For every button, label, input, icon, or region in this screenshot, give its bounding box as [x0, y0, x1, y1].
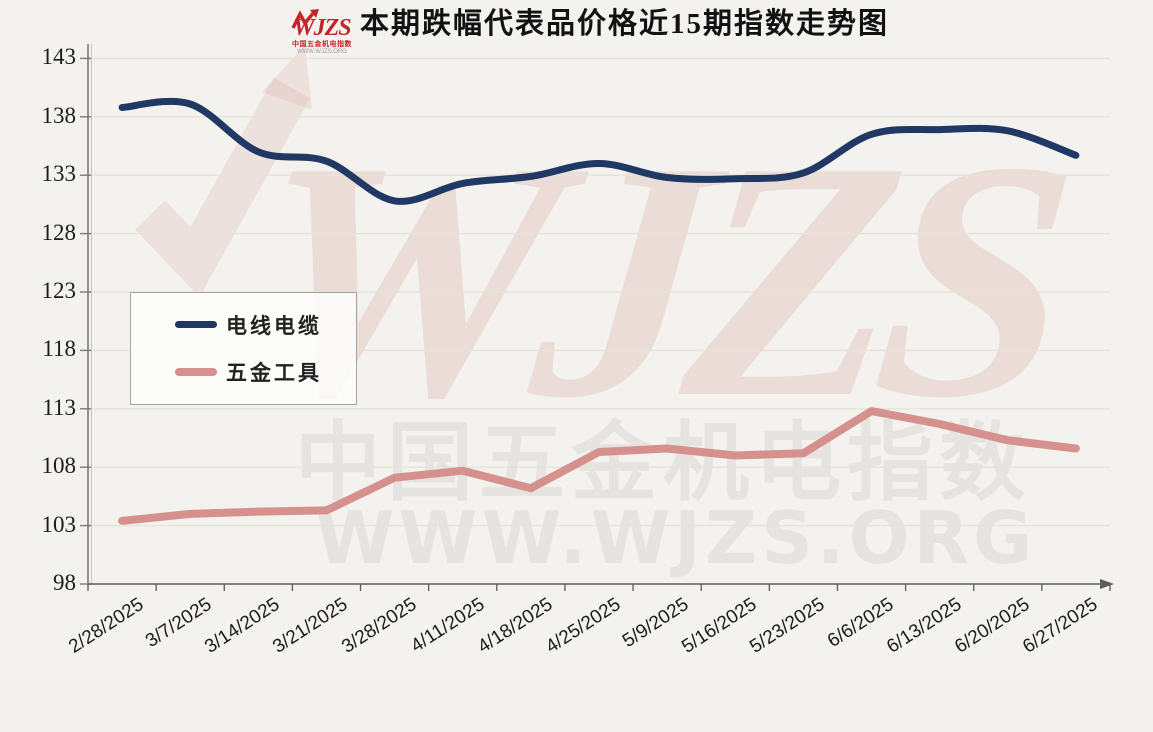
- x-axis-arrow-icon: [1100, 579, 1114, 589]
- y-tick-label: 108: [41, 453, 77, 479]
- legend-item-series2: 五金工具: [175, 357, 356, 387]
- logo-arrow-icon: [291, 9, 319, 29]
- brand-logo: WJZS 中国五金机电指数 WWW.WJZS.ORG: [291, 8, 352, 55]
- y-tick-label: 123: [41, 278, 77, 303]
- legend-label-series1: 电线电缆: [226, 313, 322, 338]
- y-tick-label: 103: [41, 511, 77, 537]
- y-tick-label: 98: [53, 570, 76, 595]
- legend-swatch-series1: [175, 321, 217, 329]
- y-tick-label: 138: [41, 102, 77, 128]
- y-tick-label: 113: [42, 394, 76, 420]
- legend-swatch-series2: [175, 368, 217, 377]
- y-tick-label: 118: [42, 336, 76, 362]
- series-line-2: [118, 407, 1080, 525]
- legend: 电线电缆 五金工具: [130, 292, 357, 405]
- series-line-1: [118, 97, 1080, 205]
- y-tick-label: 133: [41, 161, 77, 187]
- title-row: WJZS 中国五金机电指数 WWW.WJZS.ORG 本期跌幅代表品价格近15期…: [14, 6, 1153, 55]
- chart-canvas: WJZS 中国五金机电指数 WWW.WJZS.ORG WJZS 中国五金机电指数…: [14, 6, 1153, 658]
- logo-url: WWW.WJZS.ORG: [296, 49, 347, 55]
- legend-label-series2: 五金工具: [226, 361, 322, 386]
- chart-title: 本期跌幅代表品价格近15期指数走势图: [359, 8, 889, 40]
- y-tick-label: 143: [41, 44, 77, 70]
- legend-item-series1: 电线电缆: [175, 310, 356, 340]
- logo-subtitle: 中国五金机电指数: [291, 41, 352, 48]
- logo-brand-text: WJZS: [293, 15, 351, 41]
- watermark-arrow-icon: [134, 45, 312, 298]
- y-tick-label: 128: [41, 219, 77, 245]
